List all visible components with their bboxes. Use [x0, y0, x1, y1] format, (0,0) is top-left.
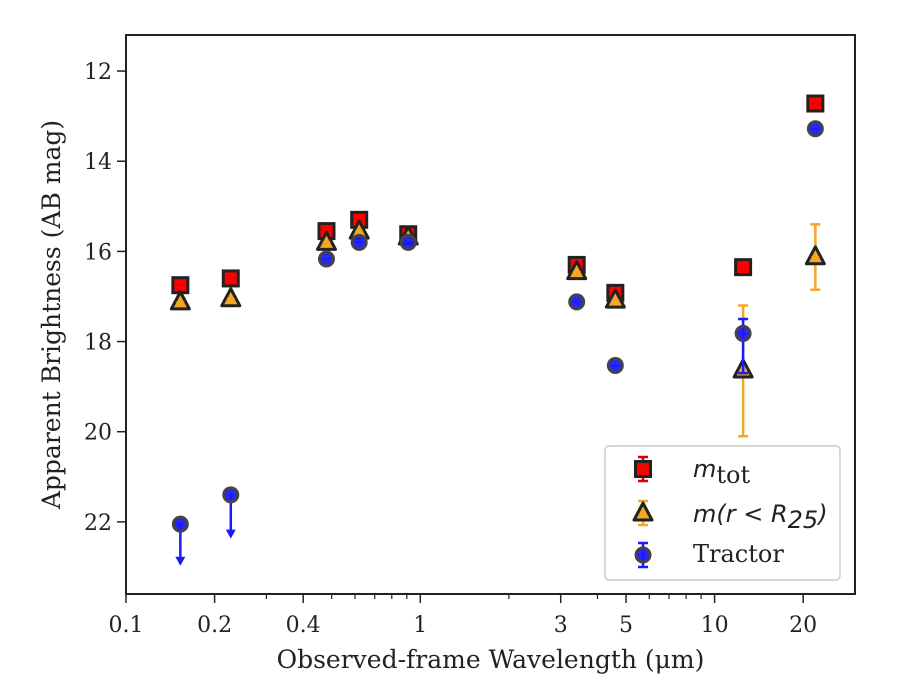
legend-label-mtot: mtot [693, 455, 750, 489]
x-axis-label: Observed-frame Wavelength (μm) [277, 645, 705, 674]
legend-label-tractor: Tractor [693, 540, 784, 568]
legend-frame [604, 445, 841, 581]
data-marks [169, 94, 826, 566]
y-tick-label: 16 [84, 240, 112, 265]
y-axis-label: Apparent Brightness (AB mag) [37, 120, 66, 510]
m-r25-point [220, 287, 242, 308]
plot-frame [125, 34, 856, 595]
x-tick-label: 0.4 [286, 613, 321, 638]
x-tick-label: 0.2 [197, 613, 232, 638]
legend: mtot m(r < R25) Tractor [604, 445, 841, 581]
legend-label-m-r25: m(r < R25) [693, 500, 828, 534]
x-tick-label: 3 [554, 613, 568, 638]
x-tick-label: 0.1 [109, 613, 144, 638]
tractor-upper-limit-arrow [225, 529, 236, 539]
legend-symbol [634, 460, 652, 478]
legend-marker-tractor [634, 541, 652, 569]
legend-symbol [634, 546, 652, 564]
x-tick-label: 10 [701, 613, 729, 638]
legend-symbol [632, 501, 654, 522]
y-axis-ticks: 12 14 16 18 20 22 [84, 60, 126, 536]
legend-marker-m-r25 [632, 499, 654, 527]
x-tick-label: 1 [413, 613, 427, 638]
tractor-upper-limit-arrow [175, 556, 186, 566]
m-r25-point [804, 245, 826, 266]
x-tick-label: 5 [619, 613, 633, 638]
y-tick-label: 20 [84, 421, 112, 446]
y-tick-label: 18 [84, 331, 112, 356]
legend-marker-mtot [634, 455, 652, 483]
series-m-r25 [169, 219, 826, 438]
m-r25-point [566, 260, 588, 281]
m-r25-point [169, 290, 191, 311]
y-tick-label: 14 [84, 150, 112, 175]
m-r25-point [315, 230, 337, 251]
x-axis-ticks: 0.1 0.2 0.4 1 3 5 10 20 [109, 594, 817, 638]
m-r25-point [604, 288, 626, 309]
x-tick-label: 20 [789, 613, 817, 638]
y-tick-label: 12 [84, 60, 112, 85]
series-tractor [171, 120, 824, 566]
y-tick-label: 22 [84, 511, 112, 536]
